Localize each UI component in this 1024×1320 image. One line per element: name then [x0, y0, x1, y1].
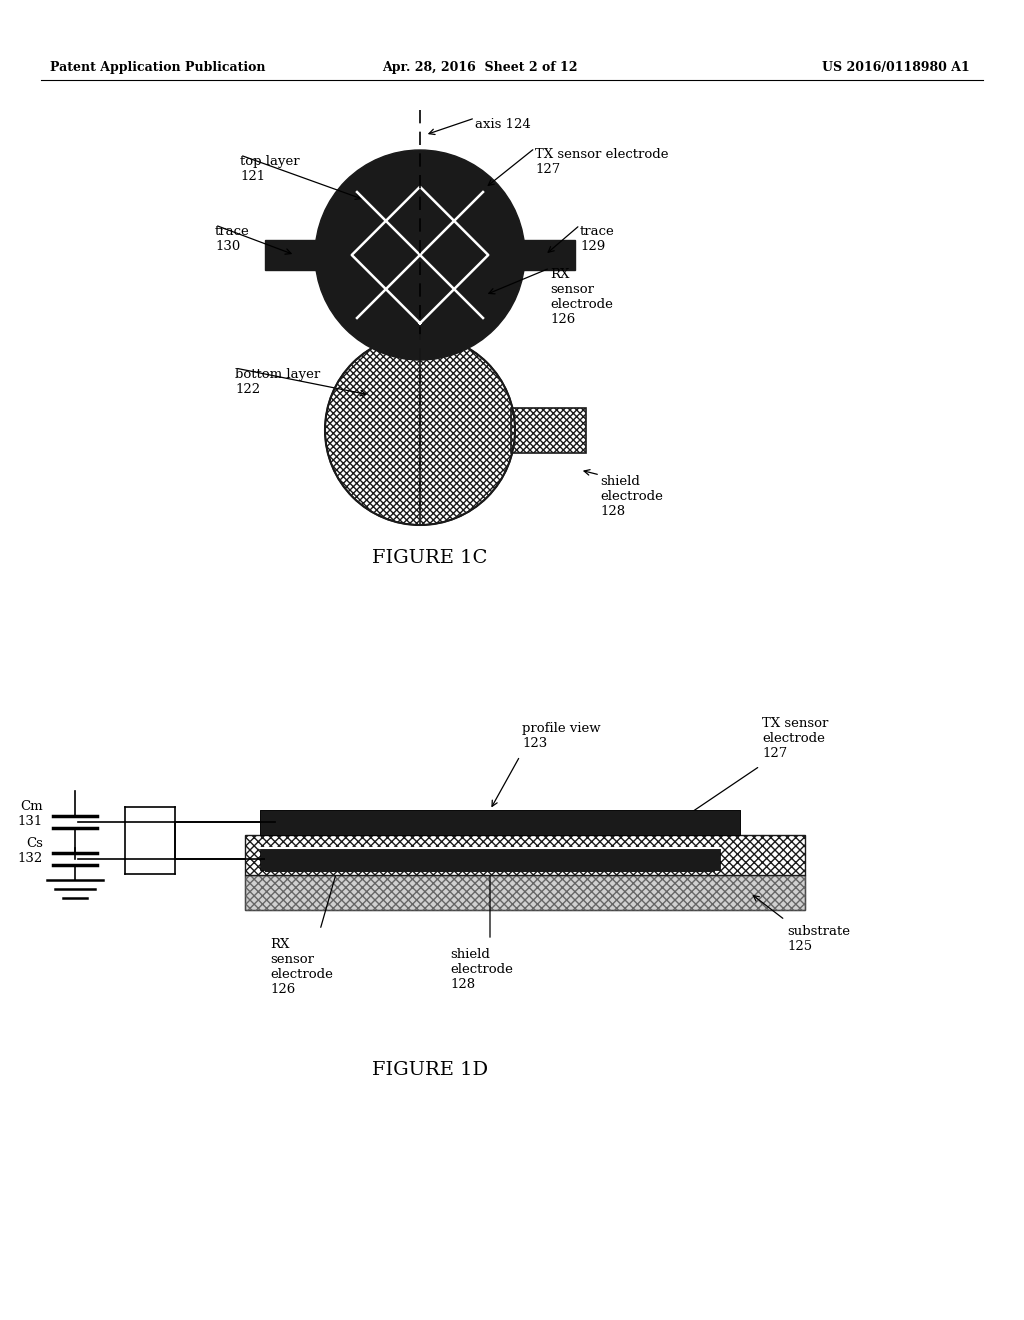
Text: Apr. 28, 2016  Sheet 2 of 12: Apr. 28, 2016 Sheet 2 of 12 [382, 62, 578, 74]
Text: FIGURE 1D: FIGURE 1D [372, 1061, 488, 1078]
Text: substrate
125: substrate 125 [787, 925, 850, 953]
Bar [260, 836, 740, 847]
Text: trace
130: trace 130 [215, 224, 250, 253]
Text: TX sensor electrode
127: TX sensor electrode 127 [535, 148, 669, 176]
Bar [245, 875, 805, 909]
Text: US 2016/0118980 A1: US 2016/0118980 A1 [822, 62, 970, 74]
Bar [260, 810, 740, 836]
Text: RX
sensor
electrode
126: RX sensor electrode 126 [270, 939, 333, 997]
Text: shield
electrode
128: shield electrode 128 [450, 948, 513, 991]
Ellipse shape [325, 335, 515, 525]
Bar [511, 408, 586, 453]
Bar [245, 836, 805, 875]
Text: TX sensor
electrode
127: TX sensor electrode 127 [762, 717, 828, 760]
Text: shield
electrode
128: shield electrode 128 [600, 475, 663, 517]
Text: FIGURE 1C: FIGURE 1C [373, 549, 487, 568]
Bar [260, 847, 720, 870]
Text: Patent Application Publication: Patent Application Publication [50, 62, 265, 74]
Bar [245, 875, 805, 909]
Text: profile view
123: profile view 123 [522, 722, 601, 750]
Text: bottom layer
122: bottom layer 122 [234, 368, 321, 396]
Bar [523, 240, 575, 271]
Bar [265, 240, 317, 271]
Ellipse shape [315, 150, 525, 360]
Text: Cm
131: Cm 131 [17, 800, 43, 828]
Text: RX
sensor
electrode
126: RX sensor electrode 126 [550, 268, 613, 326]
Text: Cs
132: Cs 132 [17, 837, 43, 865]
Text: trace
129: trace 129 [580, 224, 614, 253]
Text: top layer
121: top layer 121 [240, 154, 300, 183]
Text: axis 124: axis 124 [475, 117, 530, 131]
Bar [260, 810, 740, 836]
Bar [265, 854, 715, 873]
